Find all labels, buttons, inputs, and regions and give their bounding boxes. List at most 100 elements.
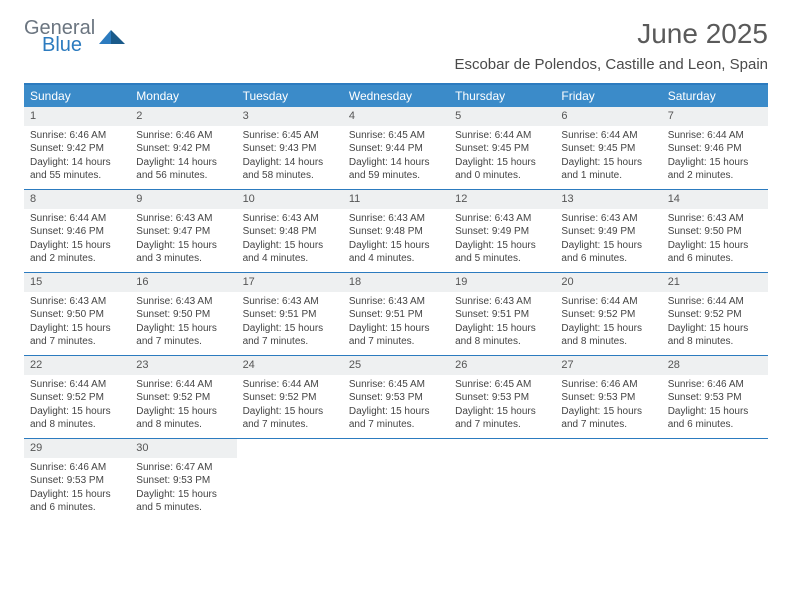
daylight-text: Daylight: 15 hours and 2 minutes. xyxy=(30,239,124,266)
sunrise-text: Sunrise: 6:43 AM xyxy=(243,212,337,226)
day-number: 17 xyxy=(237,273,343,292)
brand-logo: General Blue xyxy=(24,18,127,55)
day-cell: 18Sunrise: 6:43 AMSunset: 9:51 PMDayligh… xyxy=(343,273,449,355)
weekday-header: Wednesday xyxy=(343,85,449,107)
day-cell: 6Sunrise: 6:44 AMSunset: 9:45 PMDaylight… xyxy=(555,107,661,189)
day-number: 16 xyxy=(130,273,236,292)
day-number: 19 xyxy=(449,273,555,292)
page-header: General Blue June 2025 Escobar de Polend… xyxy=(24,18,768,73)
day-cell: 14Sunrise: 6:43 AMSunset: 9:50 PMDayligh… xyxy=(662,190,768,272)
day-body: Sunrise: 6:43 AMSunset: 9:49 PMDaylight:… xyxy=(555,209,661,272)
day-cell: 13Sunrise: 6:43 AMSunset: 9:49 PMDayligh… xyxy=(555,190,661,272)
calendar-page: General Blue June 2025 Escobar de Polend… xyxy=(0,0,792,539)
sunrise-text: Sunrise: 6:43 AM xyxy=(455,295,549,309)
day-cell: 24Sunrise: 6:44 AMSunset: 9:52 PMDayligh… xyxy=(237,356,343,438)
daylight-text: Daylight: 15 hours and 7 minutes. xyxy=(243,322,337,349)
day-cell xyxy=(343,439,449,521)
sunset-text: Sunset: 9:48 PM xyxy=(243,225,337,239)
day-number: 22 xyxy=(24,356,130,375)
sunset-text: Sunset: 9:45 PM xyxy=(561,142,655,156)
day-body: Sunrise: 6:45 AMSunset: 9:53 PMDaylight:… xyxy=(343,375,449,438)
sunrise-text: Sunrise: 6:47 AM xyxy=(136,461,230,475)
sunset-text: Sunset: 9:53 PM xyxy=(561,391,655,405)
sunrise-text: Sunrise: 6:44 AM xyxy=(561,295,655,309)
day-cell xyxy=(237,439,343,521)
sunrise-text: Sunrise: 6:43 AM xyxy=(349,212,443,226)
sunset-text: Sunset: 9:45 PM xyxy=(455,142,549,156)
day-body: Sunrise: 6:45 AMSunset: 9:53 PMDaylight:… xyxy=(449,375,555,438)
daylight-text: Daylight: 15 hours and 4 minutes. xyxy=(243,239,337,266)
daylight-text: Daylight: 15 hours and 6 minutes. xyxy=(668,405,762,432)
sunrise-text: Sunrise: 6:44 AM xyxy=(668,129,762,143)
day-body: Sunrise: 6:46 AMSunset: 9:53 PMDaylight:… xyxy=(24,458,130,521)
daylight-text: Daylight: 15 hours and 5 minutes. xyxy=(455,239,549,266)
day-body: Sunrise: 6:45 AMSunset: 9:43 PMDaylight:… xyxy=(237,126,343,189)
daylight-text: Daylight: 15 hours and 8 minutes. xyxy=(455,322,549,349)
day-cell xyxy=(662,439,768,521)
day-cell: 11Sunrise: 6:43 AMSunset: 9:48 PMDayligh… xyxy=(343,190,449,272)
daylight-text: Daylight: 15 hours and 7 minutes. xyxy=(455,405,549,432)
day-number: 5 xyxy=(449,107,555,126)
day-number: 10 xyxy=(237,190,343,209)
day-cell: 4Sunrise: 6:45 AMSunset: 9:44 PMDaylight… xyxy=(343,107,449,189)
day-cell: 17Sunrise: 6:43 AMSunset: 9:51 PMDayligh… xyxy=(237,273,343,355)
sunrise-text: Sunrise: 6:43 AM xyxy=(668,212,762,226)
sunrise-text: Sunrise: 6:46 AM xyxy=(30,461,124,475)
day-cell: 22Sunrise: 6:44 AMSunset: 9:52 PMDayligh… xyxy=(24,356,130,438)
day-body: Sunrise: 6:44 AMSunset: 9:52 PMDaylight:… xyxy=(237,375,343,438)
day-number: 12 xyxy=(449,190,555,209)
sunset-text: Sunset: 9:53 PM xyxy=(30,474,124,488)
sunset-text: Sunset: 9:50 PM xyxy=(668,225,762,239)
day-cell: 20Sunrise: 6:44 AMSunset: 9:52 PMDayligh… xyxy=(555,273,661,355)
daylight-text: Daylight: 15 hours and 3 minutes. xyxy=(136,239,230,266)
day-body: Sunrise: 6:44 AMSunset: 9:52 PMDaylight:… xyxy=(555,292,661,355)
daylight-text: Daylight: 15 hours and 8 minutes. xyxy=(561,322,655,349)
day-body: Sunrise: 6:43 AMSunset: 9:50 PMDaylight:… xyxy=(662,209,768,272)
daylight-text: Daylight: 15 hours and 1 minute. xyxy=(561,156,655,183)
sunrise-text: Sunrise: 6:46 AM xyxy=(136,129,230,143)
daylight-text: Daylight: 15 hours and 6 minutes. xyxy=(30,488,124,515)
day-number: 29 xyxy=(24,439,130,458)
sunset-text: Sunset: 9:52 PM xyxy=(30,391,124,405)
day-cell: 8Sunrise: 6:44 AMSunset: 9:46 PMDaylight… xyxy=(24,190,130,272)
sunrise-text: Sunrise: 6:44 AM xyxy=(668,295,762,309)
week-row: 1Sunrise: 6:46 AMSunset: 9:42 PMDaylight… xyxy=(24,107,768,190)
sunset-text: Sunset: 9:53 PM xyxy=(455,391,549,405)
day-number: 11 xyxy=(343,190,449,209)
day-body: Sunrise: 6:45 AMSunset: 9:44 PMDaylight:… xyxy=(343,126,449,189)
weekday-header-row: SundayMondayTuesdayWednesdayThursdayFrid… xyxy=(24,85,768,107)
daylight-text: Daylight: 14 hours and 56 minutes. xyxy=(136,156,230,183)
sunset-text: Sunset: 9:44 PM xyxy=(349,142,443,156)
sunrise-text: Sunrise: 6:44 AM xyxy=(561,129,655,143)
day-body: Sunrise: 6:44 AMSunset: 9:45 PMDaylight:… xyxy=(449,126,555,189)
daylight-text: Daylight: 15 hours and 0 minutes. xyxy=(455,156,549,183)
sunset-text: Sunset: 9:50 PM xyxy=(136,308,230,322)
day-cell: 28Sunrise: 6:46 AMSunset: 9:53 PMDayligh… xyxy=(662,356,768,438)
sunset-text: Sunset: 9:53 PM xyxy=(349,391,443,405)
day-cell: 2Sunrise: 6:46 AMSunset: 9:42 PMDaylight… xyxy=(130,107,236,189)
weekday-header: Sunday xyxy=(24,85,130,107)
day-number: 7 xyxy=(662,107,768,126)
daylight-text: Daylight: 14 hours and 55 minutes. xyxy=(30,156,124,183)
day-number: 9 xyxy=(130,190,236,209)
weekday-header: Thursday xyxy=(449,85,555,107)
week-row: 22Sunrise: 6:44 AMSunset: 9:52 PMDayligh… xyxy=(24,356,768,439)
day-number: 18 xyxy=(343,273,449,292)
day-number: 27 xyxy=(555,356,661,375)
sunrise-text: Sunrise: 6:44 AM xyxy=(136,378,230,392)
daylight-text: Daylight: 15 hours and 7 minutes. xyxy=(561,405,655,432)
day-body: Sunrise: 6:43 AMSunset: 9:51 PMDaylight:… xyxy=(343,292,449,355)
day-cell: 1Sunrise: 6:46 AMSunset: 9:42 PMDaylight… xyxy=(24,107,130,189)
sunrise-text: Sunrise: 6:44 AM xyxy=(30,212,124,226)
day-body: Sunrise: 6:46 AMSunset: 9:53 PMDaylight:… xyxy=(662,375,768,438)
sunrise-text: Sunrise: 6:43 AM xyxy=(561,212,655,226)
day-cell: 7Sunrise: 6:44 AMSunset: 9:46 PMDaylight… xyxy=(662,107,768,189)
daylight-text: Daylight: 15 hours and 7 minutes. xyxy=(136,322,230,349)
day-number: 21 xyxy=(662,273,768,292)
daylight-text: Daylight: 15 hours and 8 minutes. xyxy=(668,322,762,349)
day-cell: 23Sunrise: 6:44 AMSunset: 9:52 PMDayligh… xyxy=(130,356,236,438)
sunset-text: Sunset: 9:52 PM xyxy=(668,308,762,322)
day-body: Sunrise: 6:44 AMSunset: 9:52 PMDaylight:… xyxy=(130,375,236,438)
day-cell: 9Sunrise: 6:43 AMSunset: 9:47 PMDaylight… xyxy=(130,190,236,272)
daylight-text: Daylight: 15 hours and 8 minutes. xyxy=(136,405,230,432)
